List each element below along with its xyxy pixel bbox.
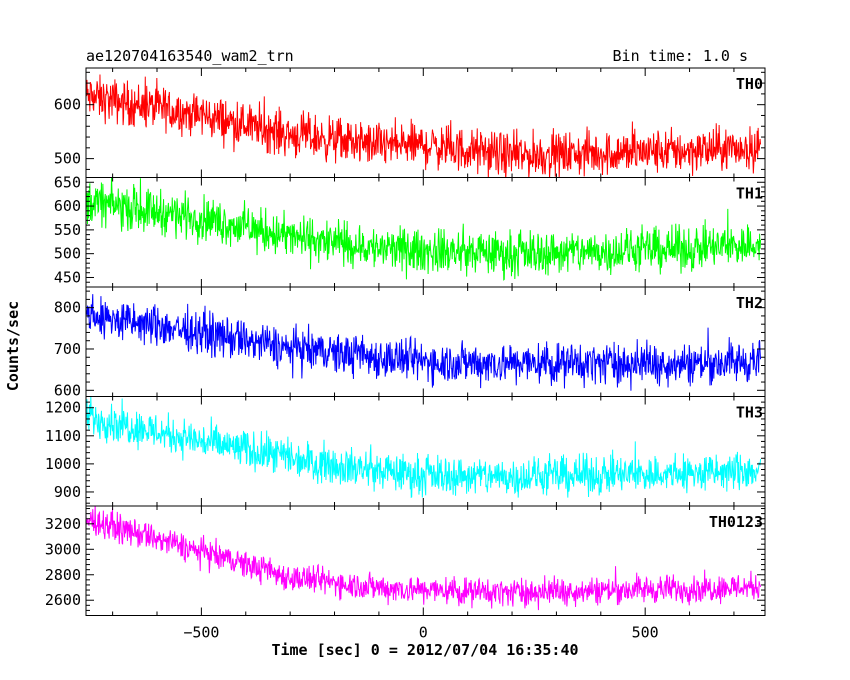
series-line-th0123 [86,506,762,611]
y-tick-label: 3200 [45,515,81,533]
series-line-th0 [86,74,762,178]
panels-group: 500 600 TH0 450 500 550 600 650 TH1 600 700 800 TH2 9… [45,67,766,642]
y-tick-label: 1100 [45,427,81,445]
panel-frame-th1 [85,177,766,288]
series-line-th2 [86,294,762,391]
x-axis-title: Time [sec] 0 = 2012/07/04 16:35:40 [271,641,578,659]
y-tick-label: 600 [54,381,81,399]
x-tick-label: 0 [419,624,428,642]
panel-label-th0: TH0 [736,75,763,93]
panel-label-th0123: TH0123 [709,513,763,531]
x-tick-label: −500 [183,624,219,642]
y-tick-label: 3000 [45,540,81,558]
y-tick-label: 600 [54,197,81,215]
y-tick-label: 900 [54,483,81,501]
y-tick-label: 800 [54,299,81,317]
series-line-th3 [86,397,762,499]
y-tick-label: 650 [54,173,81,191]
y-tick-label: 500 [54,150,81,168]
x-tick-label: 500 [632,624,659,642]
y-tick-label: 700 [54,340,81,358]
y-tick-label: 600 [54,96,81,114]
y-tick-label: 450 [54,268,81,286]
chart-title: ae120704163540_wam2_trn [86,47,294,65]
panel-label-th1: TH1 [736,185,763,203]
panel-label-th3: TH3 [736,404,763,422]
y-tick-label: 2800 [45,566,81,584]
y-tick-label: 1000 [45,455,81,473]
y-tick-label: 500 [54,245,81,263]
panel-frame-th0123 [85,505,766,616]
panel-label-th2: TH2 [736,294,763,312]
y-axis-title: Counts/sec [4,301,22,391]
series-line-th1 [86,177,762,281]
y-tick-label: 1200 [45,399,81,417]
y-tick-label: 550 [54,221,81,239]
y-tick-label: 2600 [45,591,81,609]
bin-time-label: Bin time: 1.0 s [613,47,748,65]
